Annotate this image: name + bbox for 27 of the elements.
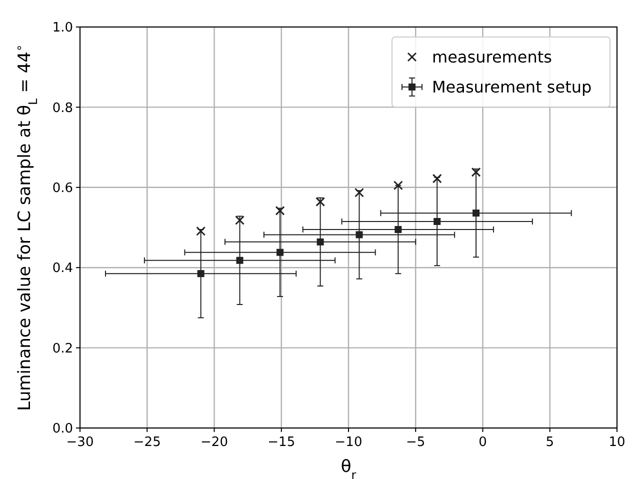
legend-label: Measurement setup	[432, 78, 592, 97]
point	[393, 180, 403, 190]
y-tick-label: 0.6	[52, 180, 73, 196]
point	[394, 226, 402, 234]
x-tick-label: −10	[334, 435, 362, 450]
x-tick-label: 5	[546, 435, 554, 450]
point	[472, 210, 480, 217]
point	[316, 238, 324, 246]
x-tick-label: −15	[268, 435, 296, 450]
y-tick-label: 0.0	[52, 422, 73, 437]
y-tick-label: 0.2	[52, 341, 73, 356]
x-tick-label: −5	[406, 435, 426, 450]
point	[434, 218, 441, 225]
point	[197, 270, 204, 278]
x-axis-title: θ$_{r}$	[340, 457, 356, 479]
y-tick-label: 0.4	[52, 261, 73, 276]
x-tick-label: 0	[478, 435, 487, 450]
x-tick-label: −20	[200, 435, 228, 450]
point	[276, 248, 284, 256]
point	[236, 256, 244, 264]
point	[356, 231, 363, 238]
y-tick-label: 0.8	[52, 100, 73, 116]
x-tick-label: −25	[133, 435, 161, 450]
x-tick-label: 10	[608, 435, 626, 450]
x-tick-label: −30	[66, 435, 94, 450]
legend-label: measurements	[432, 48, 552, 67]
y-tick-label: 1.0	[52, 20, 73, 36]
